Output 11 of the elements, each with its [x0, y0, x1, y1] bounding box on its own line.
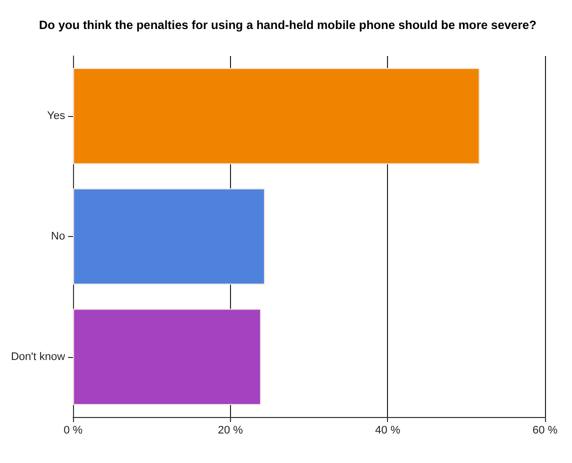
- x-tick-label: 40 %: [375, 424, 400, 436]
- x-tick-label: 0 %: [64, 424, 83, 436]
- y-tick-label: Yes: [47, 110, 66, 122]
- chart-title: Do you think the penalties for using a hand-held mobile phone should be more severe?: [39, 18, 536, 32]
- bar: [73, 68, 480, 164]
- x-tick-label: 60 %: [532, 424, 558, 436]
- bar: [73, 308, 262, 405]
- y-tick-label: Don't know: [10, 350, 66, 363]
- x-tick-label: 20 %: [218, 424, 244, 436]
- y-tick-label: No: [51, 230, 66, 242]
- bar: [73, 188, 265, 285]
